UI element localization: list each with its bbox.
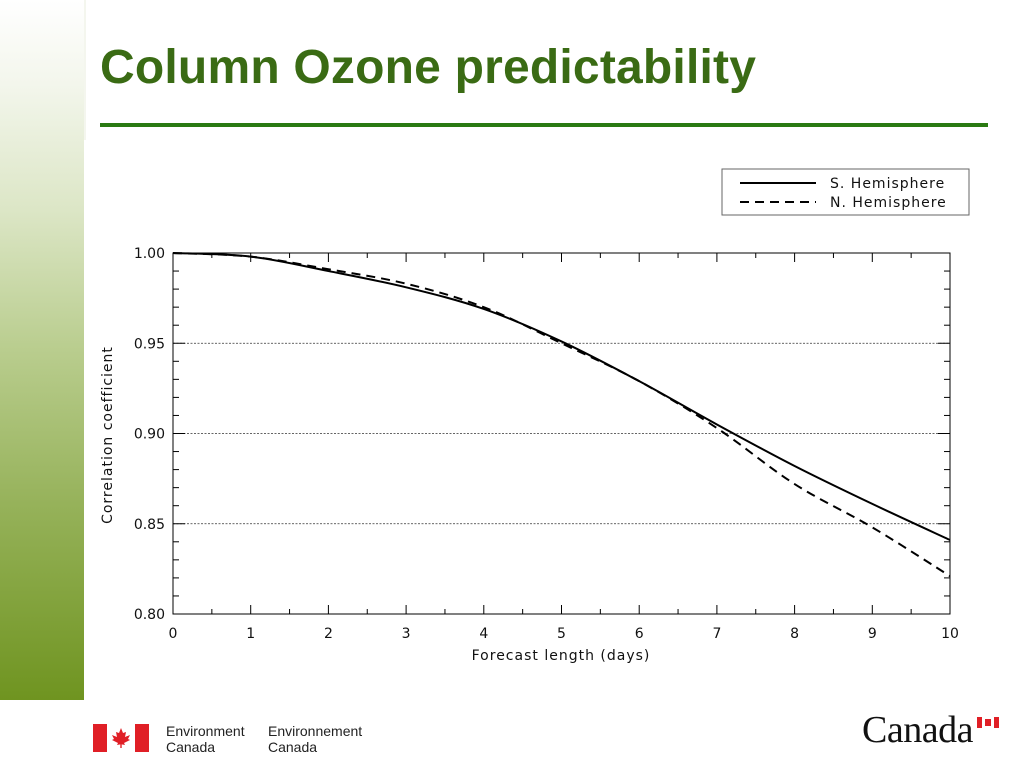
series-lines xyxy=(172,252,951,577)
canada-flag-icon xyxy=(93,724,149,752)
org-fr-line1: Environnement xyxy=(268,723,363,739)
x-tick-label: 0 xyxy=(169,626,178,642)
grid-lines xyxy=(173,342,950,525)
x-tick-label: 3 xyxy=(402,626,411,642)
org-en-line2: Canada xyxy=(166,739,216,755)
decorative-notch xyxy=(84,0,86,140)
y-tick-label: 0.90 xyxy=(134,427,165,443)
canada-wordmark: Canada xyxy=(862,709,973,751)
footer xyxy=(0,700,1024,768)
org-fr-line2: Canada xyxy=(268,739,318,755)
x-tick-label: 7 xyxy=(712,626,721,642)
series-line-s-hemisphere xyxy=(172,252,951,541)
legend: S. Hemisphere N. Hemisphere xyxy=(721,168,970,216)
y-tick-label: 0.85 xyxy=(134,517,165,533)
y-axis-label: Correlation coefficient xyxy=(100,346,116,524)
axis-ticks xyxy=(172,252,951,615)
title-rule xyxy=(100,123,988,127)
maple-leaf-icon xyxy=(112,728,130,748)
legend-label-n-hemisphere: N. Hemisphere xyxy=(830,195,947,211)
y-tick-label: 0.95 xyxy=(134,336,165,352)
org-en-line1: Environment xyxy=(166,723,245,739)
x-tick-label: 1 xyxy=(246,626,255,642)
legend-box xyxy=(721,168,970,216)
legend-label-s-hemisphere: S. Hemisphere xyxy=(830,176,945,192)
org-name-english: Environment Canada xyxy=(166,723,245,755)
decorative-side-bar xyxy=(0,0,84,700)
x-tick-label: 8 xyxy=(790,626,799,642)
x-tick-label: 5 xyxy=(557,626,566,642)
x-tick-label: 9 xyxy=(868,626,877,642)
y-tick-labels: 0.80 0.85 0.90 0.95 1.00 xyxy=(134,246,165,623)
wordmark-flag-icon xyxy=(977,717,999,728)
x-axis-label: Forecast length (days) xyxy=(472,648,651,664)
x-tick-label: 4 xyxy=(479,626,488,642)
x-tick-label: 2 xyxy=(324,626,333,642)
series-line-n-hemisphere xyxy=(172,252,951,577)
y-tick-label: 0.80 xyxy=(134,607,165,623)
ozone-correlation-chart: 0 1 2 3 4 5 6 7 8 9 10 0.80 0.85 0.90 0.95 1.00 Foreca… xyxy=(100,168,970,664)
y-tick-label: 1.00 xyxy=(134,246,165,262)
x-tick-labels: 0 1 2 3 4 5 6 7 8 9 10 xyxy=(169,626,959,642)
x-tick-label: 10 xyxy=(941,626,959,642)
x-tick-label: 6 xyxy=(635,626,644,642)
slide-title: Column Ozone predictability xyxy=(100,41,757,94)
org-name-french: Environnement Canada xyxy=(268,723,362,755)
